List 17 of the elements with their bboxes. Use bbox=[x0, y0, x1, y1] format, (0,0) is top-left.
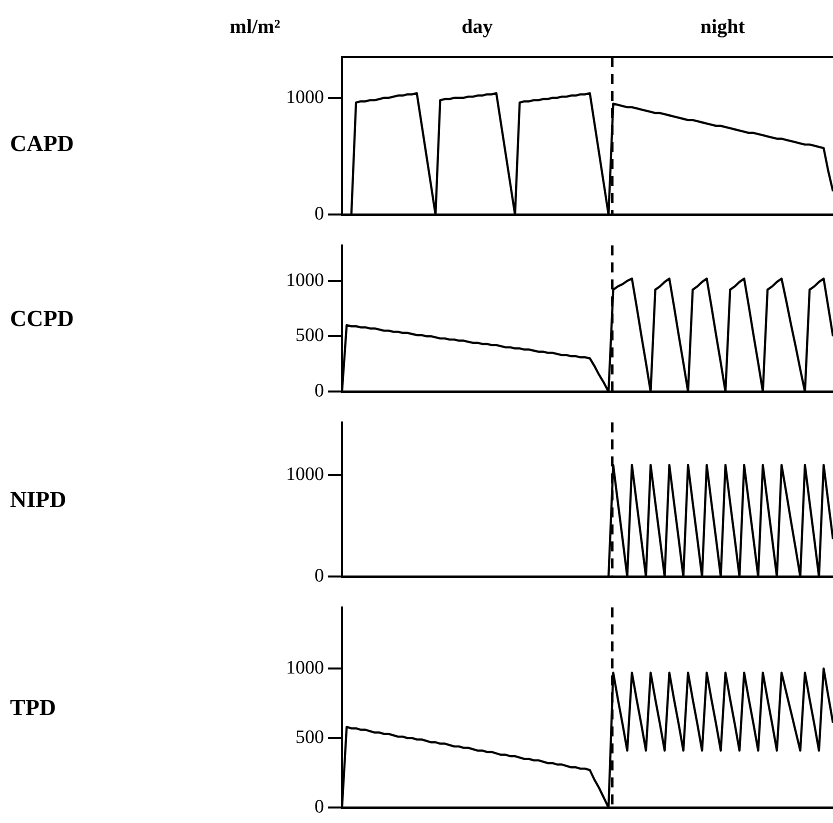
y-axis-title: CCPD bbox=[10, 306, 74, 332]
y-tick-label: 0 bbox=[314, 380, 324, 402]
y-tick-label: 1000 bbox=[286, 86, 324, 108]
text: day bbox=[462, 16, 493, 38]
y-tick-label: 500 bbox=[296, 325, 324, 346]
y-tick-label: 0 bbox=[314, 796, 324, 818]
y-tick-label: 1000 bbox=[286, 658, 324, 679]
y-tick-label: 1000 bbox=[286, 464, 324, 486]
chart-title: ml/m² bbox=[230, 16, 280, 38]
y-tick-label: 0 bbox=[314, 204, 324, 225]
y-axis-title: TPD bbox=[10, 694, 56, 720]
y-axis-title: CAPD bbox=[10, 130, 74, 156]
y-tick-label: 0 bbox=[314, 566, 324, 587]
y-axis-title: NIPD bbox=[10, 486, 66, 512]
text: night bbox=[700, 16, 746, 38]
y-tick-label: 1000 bbox=[286, 270, 324, 291]
y-tick-label: 500 bbox=[296, 727, 324, 748]
